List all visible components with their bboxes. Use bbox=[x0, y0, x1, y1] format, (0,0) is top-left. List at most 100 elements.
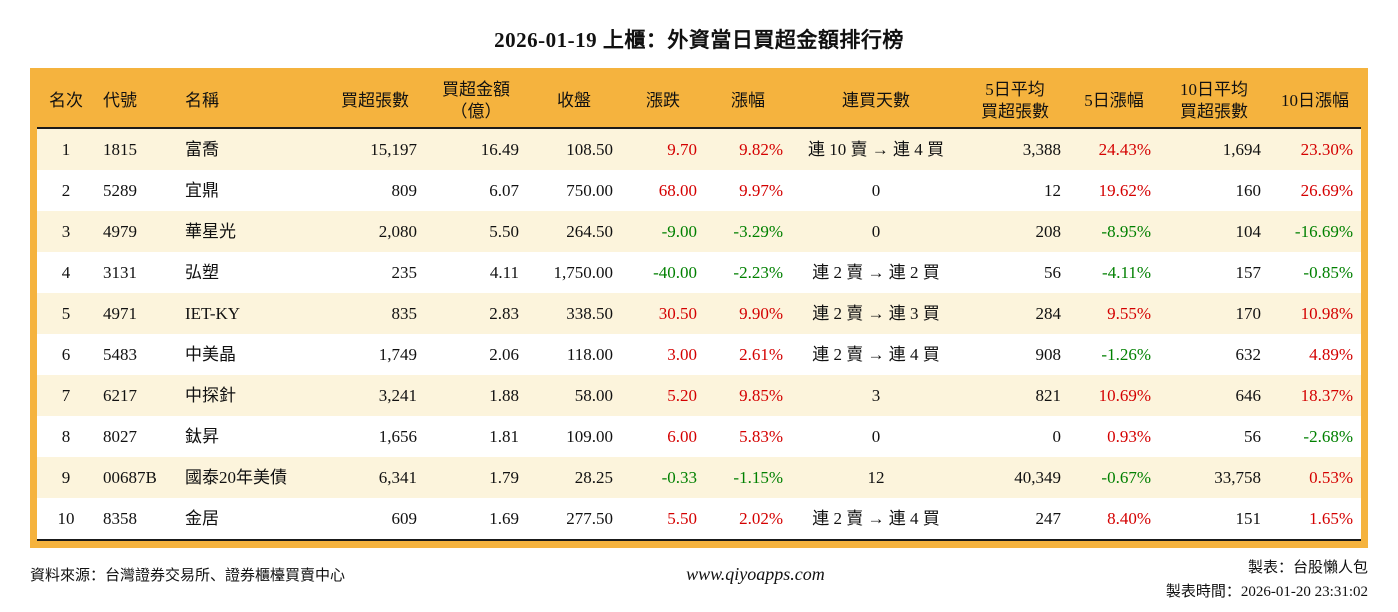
cell-avg5-net-buy-shares: 0 bbox=[1052, 426, 1062, 446]
cell-net-buy-shares: 1,749 bbox=[378, 344, 417, 364]
cell-change-pct: 2.61% bbox=[739, 344, 783, 364]
cell-code: 3131 bbox=[103, 262, 137, 282]
cell-avg10-net-buy-shares: 160 bbox=[1235, 180, 1262, 200]
cell-net-buy-amount: 2.83 bbox=[489, 303, 519, 323]
table-row-5: 5 4971 IET-KY 835 2.83 338.50 30.50 9.90% 連 2 賣 … bbox=[37, 292, 1361, 334]
cell-name: 富喬 bbox=[185, 139, 219, 159]
cell-rank: 2 bbox=[61, 180, 71, 200]
footer-credits: 製表：台股懶人包 製表時間：2026-01-20 23:31:02 bbox=[1166, 556, 1368, 604]
cell-change10-pct: 26.69% bbox=[1300, 180, 1353, 200]
cell-change5-pct: -4.11% bbox=[1102, 262, 1151, 282]
cell-consecutive-buy-days: 0 bbox=[871, 221, 881, 241]
cell-change5-pct: 10.69% bbox=[1098, 385, 1151, 405]
cell-change10-pct: -0.85% bbox=[1303, 262, 1353, 282]
report-page: 2026-01-19 上櫃：外資當日買超金額排行榜 名次 代號 名稱 買超張數 買超金額… bbox=[0, 24, 1398, 604]
table-row-1: 1 1815 富喬 15,197 16.49 108.50 9.70 9.82% 連 10 賣 … bbox=[37, 127, 1361, 170]
cell-change5-pct: 0.93% bbox=[1107, 426, 1151, 446]
cell-avg5-net-buy-shares: 3,388 bbox=[1022, 139, 1061, 159]
cell-code: 4979 bbox=[103, 221, 137, 241]
cell-code: 6217 bbox=[103, 385, 137, 405]
cell-avg10-net-buy-shares: 157 bbox=[1235, 262, 1262, 282]
cell-close: 338.50 bbox=[566, 303, 613, 323]
col-header-avg5-net-buy-shares: 5日平均 買超張數 bbox=[981, 80, 1049, 121]
cell-net-buy-amount: 1.88 bbox=[489, 385, 519, 405]
cell-change10-pct: -16.69% bbox=[1294, 221, 1353, 241]
cell-avg5-net-buy-shares: 284 bbox=[1035, 303, 1062, 323]
cell-consecutive-buy-days: 3 bbox=[871, 385, 881, 405]
cell-avg5-net-buy-shares: 908 bbox=[1035, 344, 1062, 364]
cell-name: 中美晶 bbox=[185, 344, 236, 364]
cell-change: 3.00 bbox=[667, 344, 697, 364]
cell-change: 68.00 bbox=[658, 180, 697, 200]
page-title: 2026-01-19 上櫃：外資當日買超金額排行榜 bbox=[494, 28, 904, 52]
cell-close: 264.50 bbox=[566, 221, 613, 241]
cell-avg10-net-buy-shares: 632 bbox=[1235, 344, 1262, 364]
table-row-9: 9 00687B 國泰20年美債 6,341 1.79 28.25 -0.33 -1.15% 1… bbox=[37, 456, 1361, 498]
cell-change10-pct: 23.30% bbox=[1300, 139, 1353, 159]
cell-code: 1815 bbox=[103, 139, 137, 159]
cell-avg5-net-buy-shares: 40,349 bbox=[1014, 467, 1061, 487]
cell-net-buy-shares: 809 bbox=[391, 180, 418, 200]
cell-net-buy-amount: 1.79 bbox=[489, 467, 519, 487]
cell-avg5-net-buy-shares: 247 bbox=[1035, 508, 1062, 528]
col-header-change10-pct: 10日漲幅 bbox=[1281, 90, 1349, 110]
cell-change5-pct: 24.43% bbox=[1098, 139, 1151, 159]
cell-rank: 6 bbox=[61, 344, 71, 364]
table-row-4: 4 3131 弘塑 235 4.11 1,750.00 -40.00 -2.23% 連 2 賣 … bbox=[37, 252, 1361, 293]
cell-net-buy-amount: 4.11 bbox=[489, 262, 519, 282]
cell-avg5-net-buy-shares: 56 bbox=[1044, 262, 1061, 282]
cell-name: 宜鼎 bbox=[185, 180, 219, 200]
cell-close: 118.00 bbox=[566, 344, 613, 364]
cell-net-buy-shares: 3,241 bbox=[378, 385, 417, 405]
cell-consecutive-buy-days: 連 2 賣 → 連 4 買 bbox=[812, 508, 940, 528]
cell-code: 5289 bbox=[103, 180, 137, 200]
cell-change-pct: 9.97% bbox=[739, 180, 783, 200]
cell-rank: 4 bbox=[61, 262, 71, 282]
cell-change: 6.00 bbox=[667, 426, 697, 446]
cell-change10-pct: 1.65% bbox=[1309, 508, 1353, 528]
col-header-net-buy-amount: 買超金額 （億） bbox=[442, 80, 510, 121]
col-header-change5-pct: 5日漲幅 bbox=[1084, 90, 1144, 110]
col-header-avg10-net-buy-shares: 10日平均 買超張數 bbox=[1180, 80, 1248, 121]
data-source: 資料來源：台灣證券交易所、證券櫃檯買賣中心 bbox=[30, 567, 346, 584]
cell-avg10-net-buy-shares: 56 bbox=[1244, 426, 1261, 446]
cell-name: 華星光 bbox=[185, 221, 236, 241]
cell-avg10-net-buy-shares: 170 bbox=[1235, 303, 1262, 323]
cell-net-buy-shares: 609 bbox=[391, 508, 418, 528]
cell-change: -9.00 bbox=[661, 221, 697, 241]
cell-change: -40.00 bbox=[653, 262, 697, 282]
col-header-net-buy-shares: 買超張數 bbox=[341, 90, 409, 110]
cell-change: 9.70 bbox=[667, 139, 697, 159]
footer: 資料來源：台灣證券交易所、證券櫃檯買賣中心 www.qiyoapps.com 製… bbox=[30, 556, 1368, 604]
table-row-7: 7 6217 中探針 3,241 1.88 58.00 5.20 9.85% 3 821 10.69… bbox=[37, 374, 1361, 416]
cell-avg10-net-buy-shares: 151 bbox=[1235, 508, 1262, 528]
cell-change10-pct: -2.68% bbox=[1303, 426, 1353, 446]
cell-name: 弘塑 bbox=[185, 262, 219, 282]
cell-change5-pct: 9.55% bbox=[1107, 303, 1151, 323]
cell-avg5-net-buy-shares: 821 bbox=[1035, 385, 1062, 405]
col-header-code: 代號 bbox=[103, 90, 137, 110]
table-row-6: 6 5483 中美晶 1,749 2.06 118.00 3.00 2.61% 連 2 賣 → … bbox=[37, 334, 1361, 375]
cell-change10-pct: 4.89% bbox=[1309, 344, 1353, 364]
cell-close: 109.00 bbox=[566, 426, 613, 446]
cell-change5-pct: 19.62% bbox=[1098, 180, 1151, 200]
cell-avg10-net-buy-shares: 646 bbox=[1235, 385, 1262, 405]
cell-avg10-net-buy-shares: 104 bbox=[1235, 221, 1262, 241]
cell-change10-pct: 0.53% bbox=[1309, 467, 1353, 487]
cell-consecutive-buy-days: 連 2 賣 → 連 3 買 bbox=[812, 303, 940, 323]
cell-avg10-net-buy-shares: 33,758 bbox=[1214, 467, 1261, 487]
cell-net-buy-amount: 2.06 bbox=[489, 344, 519, 364]
cell-close: 108.50 bbox=[566, 139, 613, 159]
cell-change5-pct: -1.26% bbox=[1101, 344, 1151, 364]
made-time: 製表時間：2026-01-20 23:31:02 bbox=[1165, 583, 1368, 600]
cell-code: 5483 bbox=[103, 344, 137, 364]
col-header-change: 漲跌 bbox=[646, 90, 680, 110]
cell-change-pct: 2.02% bbox=[739, 508, 783, 528]
cell-change5-pct: -0.67% bbox=[1101, 467, 1151, 487]
col-header-name: 名稱 bbox=[185, 90, 219, 110]
website-url: www.qiyoapps.com bbox=[686, 563, 825, 584]
cell-code: 8027 bbox=[103, 426, 137, 446]
col-header-consecutive-buy-days: 連買天數 bbox=[842, 90, 910, 110]
cell-consecutive-buy-days: 連 2 賣 → 連 2 買 bbox=[812, 262, 940, 282]
cell-change-pct: 9.85% bbox=[739, 385, 783, 405]
